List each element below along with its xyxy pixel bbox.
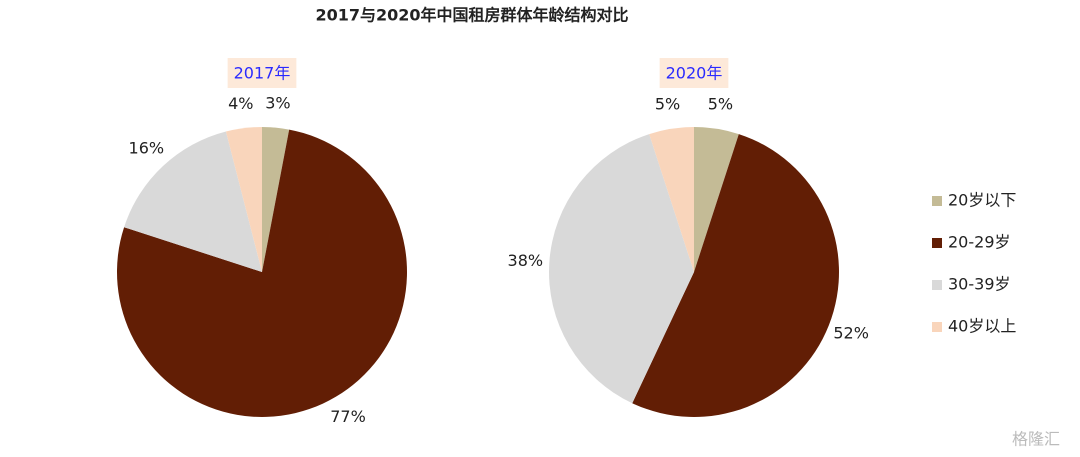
pie-slice [649,127,694,272]
pie-slice [124,131,262,272]
data-label: 52% [833,324,869,343]
pie-slice [549,134,694,404]
legend-swatch [932,322,942,332]
pie-slice [694,127,739,272]
legend-label: 20岁以下 [948,191,1016,210]
data-label: 5% [655,95,680,114]
subtitle-box [659,58,729,88]
legend-label: 20-29岁 [948,233,1011,252]
legend-label: 40岁以上 [948,317,1016,336]
pie-slice [116,129,408,418]
legend-label: 30-39岁 [948,275,1011,294]
subtitle-box [227,58,297,88]
legend-swatch [932,280,942,290]
watermark: 格隆汇 [1012,430,1060,449]
legend-swatch [932,196,942,206]
data-label: 3% [265,93,290,112]
data-label: 4% [228,94,253,113]
subtitle: 2017年 [234,64,291,83]
data-label: 38% [508,251,544,270]
chart-title: 2017与2020年中国租房群体年龄结构对比 [315,6,628,25]
data-label: 77% [330,407,366,426]
pie-slice [262,127,290,272]
data-label: 5% [708,95,733,114]
pie-slice [632,134,840,418]
subtitle: 2020年 [666,64,723,83]
data-label: 16% [129,138,165,157]
legend-swatch [932,238,942,248]
pie-slice [225,127,262,272]
